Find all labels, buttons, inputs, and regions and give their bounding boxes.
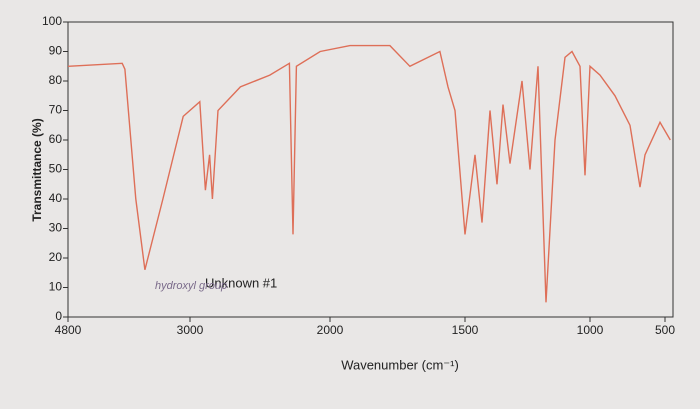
- y-tick-label: 40: [49, 191, 63, 205]
- y-tick-label: 50: [49, 162, 63, 176]
- y-tick-label: 0: [55, 309, 62, 323]
- x-tick-label: 4800: [55, 323, 82, 337]
- y-tick-label: 80: [49, 73, 63, 87]
- x-tick-label: 1500: [452, 323, 479, 337]
- handwritten-note: hydroxyl group: [155, 280, 227, 292]
- annotation: Unknown #1: [205, 275, 277, 290]
- x-tick-label: 500: [655, 323, 675, 337]
- y-axis-label: Transmittance (%): [30, 118, 44, 221]
- y-tick-label: 30: [49, 221, 63, 235]
- y-tick-label: 20: [49, 250, 63, 264]
- y-tick-label: 10: [49, 280, 63, 294]
- spectrum-line: [67, 44, 671, 303]
- y-tick-label: 90: [49, 44, 63, 58]
- x-tick-label: 1000: [577, 323, 604, 337]
- y-tick-label: 100: [42, 14, 62, 28]
- y-tick-label: 60: [49, 132, 63, 146]
- x-tick-label: 2000: [317, 323, 344, 337]
- x-tick-label: 3000: [177, 323, 204, 337]
- x-axis-label: Wavenumber (cm⁻¹): [341, 357, 459, 372]
- y-tick-label: 70: [49, 103, 63, 117]
